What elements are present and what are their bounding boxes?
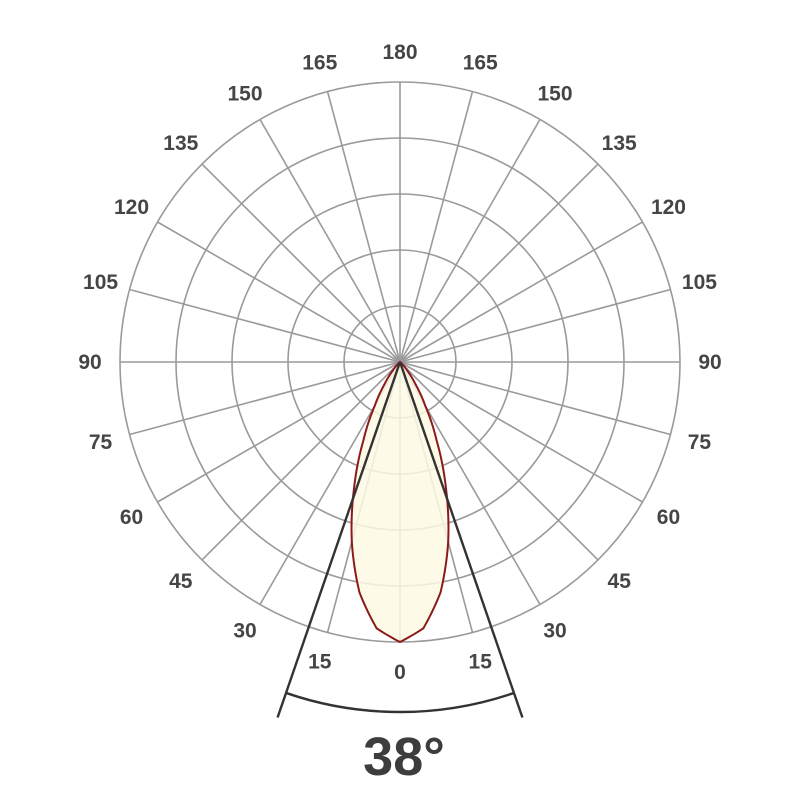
grid-spoke [129, 361, 401, 436]
grid-spoke [399, 361, 643, 503]
intensity-curve-fill [351, 362, 449, 642]
grid-spoke [201, 361, 401, 561]
grid-spoke [399, 119, 541, 363]
beam-angle-label: 38° [363, 727, 445, 787]
angle-label: 0 [394, 661, 406, 684]
grid-spoke [157, 221, 401, 363]
angle-label: 180 [382, 41, 417, 64]
beam-angle-indicator [276, 361, 524, 718]
angle-label: 150 [227, 83, 262, 106]
grid-spoke [259, 119, 401, 363]
grid-spoke [399, 221, 643, 363]
angle-label: 15 [308, 650, 332, 673]
angle-label: 105 [83, 271, 118, 294]
beam-edge-line [276, 361, 402, 718]
angle-label: 60 [657, 506, 680, 529]
grid-spoke [201, 163, 401, 363]
angle-label: 60 [120, 506, 143, 529]
grid-spoke [399, 91, 474, 363]
grid-spoke [129, 288, 401, 363]
angle-label: 30 [233, 619, 256, 642]
intensity-curve-group [350, 360, 450, 644]
grid-spoke [326, 91, 401, 363]
angle-label: 135 [163, 132, 198, 155]
angle-label: 45 [608, 570, 632, 593]
angle-label: 90 [698, 351, 721, 374]
angle-label: 75 [89, 431, 113, 454]
angle-label: 105 [682, 271, 717, 294]
angle-label: 135 [602, 132, 637, 155]
angle-label: 150 [537, 83, 572, 106]
angle-label: 75 [688, 431, 712, 454]
angle-label: 120 [651, 196, 686, 219]
angle-label: 120 [114, 196, 149, 219]
angle-label: 165 [463, 52, 498, 75]
intensity-curve [350, 360, 450, 644]
beam-angle-arc [285, 691, 515, 714]
angle-label: 90 [78, 351, 101, 374]
grid-spoke [399, 361, 671, 436]
grid-spoke [399, 288, 671, 363]
grid-spoke [399, 163, 599, 363]
angle-label: 45 [169, 570, 193, 593]
angle-label: 15 [469, 650, 493, 673]
angle-label: 165 [302, 52, 337, 75]
grid-spoke [157, 361, 401, 503]
grid-spoke [399, 361, 599, 561]
angle-label: 30 [543, 619, 566, 642]
angle-labels: 0 15 15 30 30 45 45 60 60 75 75 90 90 105 105 120 120 135… [78, 41, 721, 684]
beam-edge-line [398, 361, 524, 718]
